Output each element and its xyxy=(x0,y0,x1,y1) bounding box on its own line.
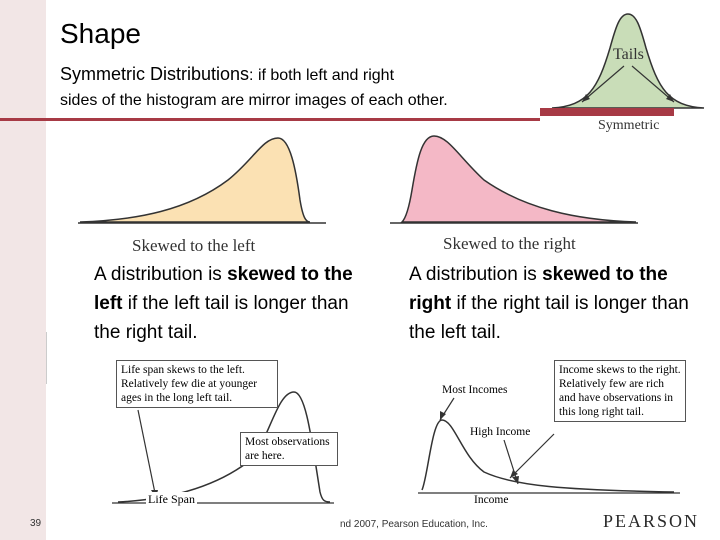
symmetric-curve-figure xyxy=(551,13,705,109)
symmetric-curve xyxy=(551,13,705,109)
right-skew-caption: Skewed to the right xyxy=(443,234,576,253)
right-skew-curve xyxy=(400,135,637,223)
symmetric-caption-band xyxy=(540,108,674,116)
income-note-top: Income skews to the right. Relatively fe… xyxy=(554,360,686,422)
page-number: 39 xyxy=(30,518,42,529)
title-rule xyxy=(0,118,540,121)
left-skew-curve-figure xyxy=(78,137,326,224)
subtitle-line-1: Symmetric Distributions: if both left an… xyxy=(60,64,394,85)
tails-label: Tails xyxy=(613,46,644,63)
subtitle-bold: Symmetric Distributions xyxy=(60,64,250,84)
life-span-note-mid: Most observations are here. xyxy=(240,432,338,466)
left-skew-caption: Skewed to the left xyxy=(132,236,256,255)
copyright-text: nd 2007, Pearson Education, Inc. xyxy=(340,519,488,530)
symmetric-caption: Symmetric xyxy=(598,118,660,133)
slide-title: Shape xyxy=(60,18,141,49)
subtitle-line-2: sides of the histogram are mirror images… xyxy=(60,92,448,109)
tail-arrow-left xyxy=(581,65,625,103)
left-sidebar xyxy=(0,0,46,540)
left-skew-text: A distribution is skewed to the left if … xyxy=(94,264,353,343)
income-arrow-tail xyxy=(509,433,555,479)
subtitle-rest: : if both left and right xyxy=(249,67,395,84)
life-span-axis-label: Life Span xyxy=(146,492,197,506)
income-axis-label: Income xyxy=(474,494,509,506)
right-skew-curve-figure xyxy=(390,135,638,224)
life-span-figure: Life span skews to the left. Relatively … xyxy=(98,352,338,508)
life-span-note-top: Life span skews to the left. Relatively … xyxy=(116,360,278,408)
pearson-logo: PEARSON xyxy=(603,511,700,531)
income-figure: Income skews to the right. Relatively fe… xyxy=(414,356,686,508)
right-skew-text: A distribution is skewed to the right if… xyxy=(409,264,689,343)
income-label-high: High Income xyxy=(470,426,531,438)
income-curve xyxy=(418,397,680,494)
left-strip xyxy=(46,332,51,384)
life-span-arrow-tail xyxy=(137,409,157,499)
income-label-most: Most Incomes xyxy=(442,384,508,396)
tail-arrow-right xyxy=(631,65,675,103)
left-skew-curve xyxy=(79,137,311,223)
